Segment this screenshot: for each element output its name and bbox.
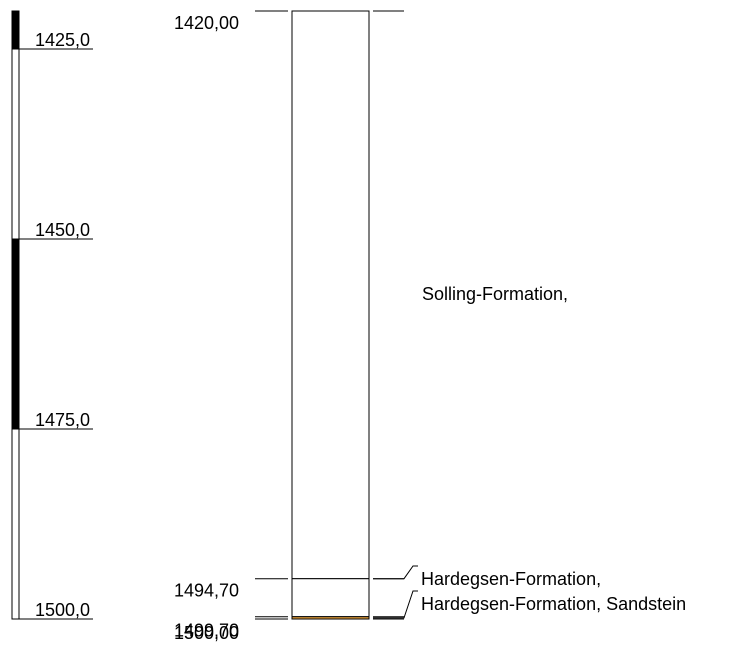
depth-tick-label: 1425,0 <box>35 30 90 50</box>
boundary-label: 1500,00 <box>174 623 239 643</box>
depth-bar-band <box>12 239 19 429</box>
boundary-label: 1499,70 <box>174 621 239 641</box>
unit-leader-line <box>373 565 418 580</box>
unit-interval <box>291 616 370 620</box>
depth-tick-label: 1475,0 <box>35 410 90 430</box>
depth-tick-label: 1500,0 <box>35 600 90 620</box>
boundary-label: 1494,70 <box>174 581 239 601</box>
unit-label: Hardegsen-Formation, <box>421 569 601 589</box>
unit-label: Hardegsen-Formation, Sandstein <box>421 594 686 614</box>
depth-bar-band <box>12 11 19 49</box>
lithology-column <box>291 10 370 620</box>
depth-scale: 1425,0 1450,0 1475,0 1500,0 <box>11 10 93 620</box>
boundary-label: 1420,00 <box>174 13 239 33</box>
unit-interval <box>291 578 370 618</box>
depth-tick-label: 1450,0 <box>35 220 90 240</box>
unit-label: Solling-Formation, <box>422 284 568 304</box>
unit-interval <box>291 10 370 580</box>
unit-leader-line <box>373 590 418 619</box>
unit-labels: Solling-Formation, Hardegsen-Formation, Ha… <box>373 284 686 619</box>
